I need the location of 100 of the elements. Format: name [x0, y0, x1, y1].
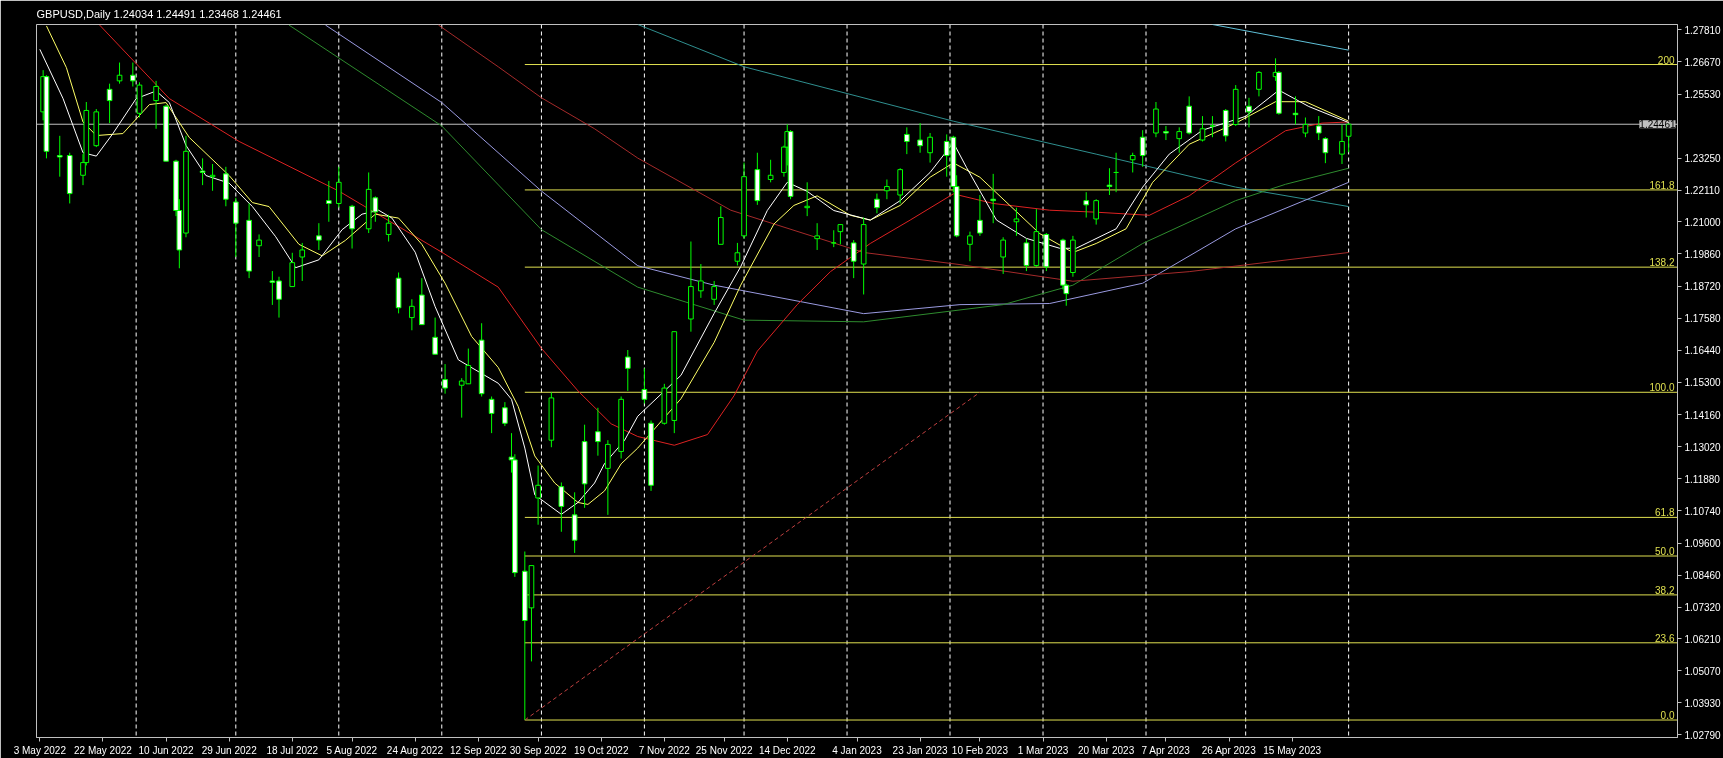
y-tick-label: 1.10740: [1684, 505, 1722, 517]
candlestick: [1000, 236, 1006, 275]
x-tick-label: 1 Mar 2023: [1017, 744, 1069, 756]
series-label: 61.8: [1655, 507, 1675, 519]
x-tick-label: 26 Apr 2023: [1201, 744, 1257, 756]
candlestick: [209, 163, 216, 192]
x-tick-label: 30 Sep 2022: [509, 744, 567, 756]
candlestick: [595, 407, 601, 457]
candlestick: [349, 204, 355, 250]
candlestick: [299, 242, 306, 282]
candlestick: [1176, 126, 1183, 154]
x-tick-label: 24 Aug 2022: [386, 744, 444, 756]
candlestick: [1093, 198, 1099, 226]
x-tick-label: 12 Sep 2022: [449, 744, 508, 756]
candlestick: [1163, 125, 1169, 141]
series-label: 38.2: [1655, 584, 1675, 596]
candlestick: [711, 280, 717, 306]
candlestick: [289, 252, 296, 288]
candlestick: [316, 222, 322, 251]
y-tick-label: 1.15300: [1684, 377, 1722, 389]
series-label: 161.8: [1649, 179, 1675, 191]
x-tick-label: 10 Feb 2023: [951, 744, 1009, 756]
x-tick-label: 5 Aug 2022: [326, 744, 378, 756]
candlestick: [385, 214, 392, 242]
x-tick-label: 7 Apr 2023: [1141, 744, 1191, 756]
candlestick: [56, 135, 63, 178]
y-tick-label: 1.14160: [1684, 409, 1722, 421]
candlestick: [837, 224, 844, 245]
y-tick-label: 1.06210: [1684, 633, 1722, 645]
y-tick-label: 1.07320: [1684, 602, 1722, 614]
y-tick-label: 1.27810: [1684, 24, 1722, 36]
ref-line-label: 1.24461: [1639, 119, 1676, 131]
y-tick-label: 1.03930: [1684, 697, 1722, 709]
y-tick-label: 1.13020: [1684, 441, 1722, 453]
candlestick: [967, 231, 973, 262]
candlestick: [884, 179, 890, 200]
y-tick-label: 1.17580: [1684, 313, 1722, 325]
x-tick-label: 7 Nov 2022: [638, 744, 691, 756]
y-tick-label: 1.16440: [1684, 345, 1722, 357]
candlestick: [199, 157, 206, 186]
candlestick: [1129, 152, 1136, 173]
candlestick: [874, 193, 880, 214]
x-tick-label: 20 Mar 2023: [1078, 744, 1135, 756]
candlestick: [698, 263, 704, 299]
candlestick: [1256, 70, 1262, 97]
series-label: 23.6: [1655, 632, 1675, 644]
y-tick-label: 1.09600: [1684, 538, 1722, 550]
x-tick-label: 15 May 2023: [1263, 744, 1322, 756]
candlestick: [1083, 191, 1090, 219]
candlestick: [1209, 115, 1216, 138]
y-tick-label: 1.02790: [1684, 729, 1722, 741]
y-tick-label: 1.18720: [1684, 281, 1722, 293]
line-series: [99, 24, 1350, 446]
series-label: 138.2: [1649, 257, 1675, 269]
series-label: 100.0: [1649, 382, 1675, 394]
candlestick: [256, 233, 262, 258]
candlestick: [1199, 115, 1206, 142]
candlestick: [977, 194, 983, 237]
series-label: 50.0: [1655, 546, 1675, 558]
x-tick-label: 23 Jan 2023: [892, 744, 949, 756]
y-tick-label: 1.08460: [1684, 570, 1722, 582]
series-label: 200: [1657, 54, 1675, 66]
chart-title: GBPUSD,Daily 1.24034 1.24491 1.23468 1.24461: [36, 7, 282, 20]
line-series: [437, 24, 1350, 282]
candlestick: [917, 122, 923, 154]
candlestick: [1315, 115, 1322, 141]
series-label: 0.0: [1660, 710, 1675, 722]
candlestick: [106, 83, 113, 124]
candlestick: [432, 317, 438, 355]
candlestick: [535, 465, 541, 526]
x-tick-label: 22 May 2022: [74, 744, 133, 756]
candlestick: [904, 126, 910, 155]
candlestick: [990, 173, 997, 224]
candlestick: [624, 349, 631, 392]
candlestick: [1302, 117, 1309, 138]
y-tick-label: 1.23250: [1684, 153, 1722, 165]
candlestick: [1106, 167, 1113, 196]
candlestick: [488, 396, 495, 434]
y-tick-label: 1.11880: [1684, 473, 1721, 485]
candlestick: [1153, 101, 1159, 138]
candlestick: [1339, 124, 1345, 165]
x-tick-label: 4 Jan 2023: [832, 744, 883, 756]
candlestick: [850, 239, 857, 279]
x-tick-label: 29 Jun 2022: [201, 744, 258, 756]
y-tick-label: 1.25530: [1684, 89, 1722, 101]
x-tick-label: 3 May 2022: [13, 744, 67, 756]
x-tick-label: 18 Jul 2022: [266, 744, 319, 756]
y-tick-label: 1.22110: [1684, 185, 1721, 197]
candlestick: [335, 166, 342, 209]
candlestick: [1023, 238, 1030, 272]
candlestick: [116, 62, 123, 85]
y-tick-label: 1.05070: [1684, 665, 1722, 677]
candlestick: [409, 298, 415, 331]
candlestick: [1013, 207, 1020, 237]
candlestick: [734, 242, 741, 266]
y-tick-label: 1.21000: [1684, 216, 1722, 228]
y-tick-label: 1.26670: [1684, 56, 1722, 68]
candlestick: [1345, 122, 1352, 153]
candlestick: [814, 222, 820, 251]
candlestick: [326, 180, 332, 223]
